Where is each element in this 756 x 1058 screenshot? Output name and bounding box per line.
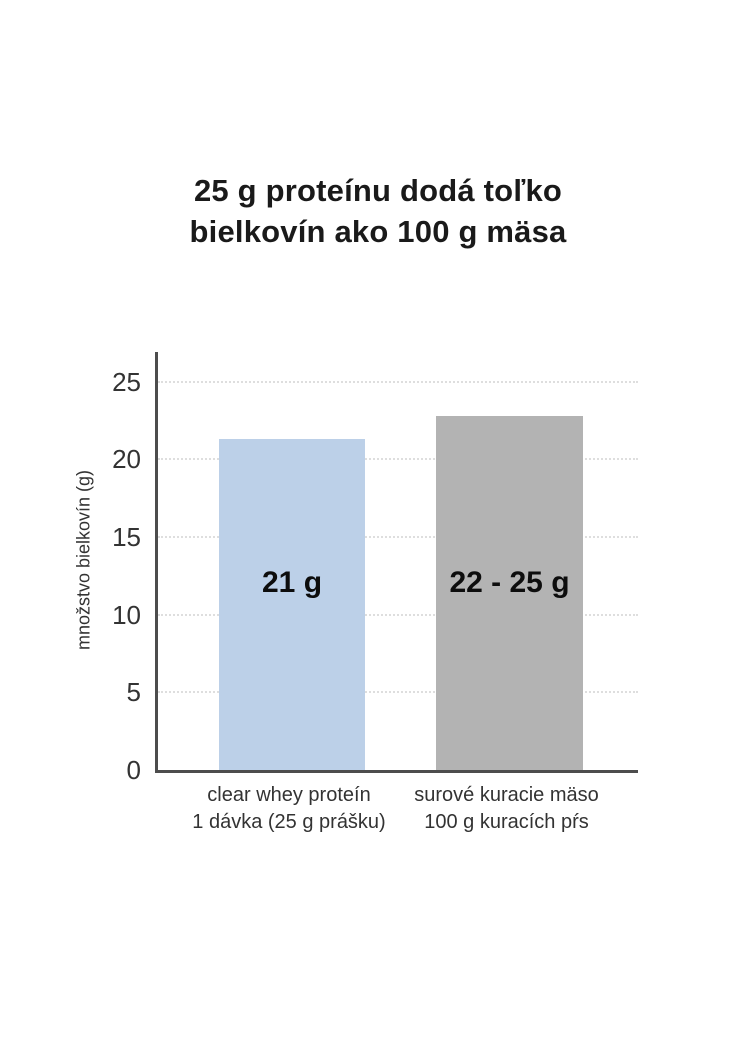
gridline: [158, 613, 638, 616]
x-category-label: clear whey proteín 1 dávka (25 g prášku): [192, 784, 386, 833]
x-category-label: surové kuracie mäso 100 g kuracích pŕs: [414, 784, 599, 833]
gridline: [158, 458, 638, 461]
bar-value-label: 21 g: [261, 566, 323, 599]
chart-title: 25 g proteínu dodá toľko bielkovín ako 1…: [189, 173, 567, 249]
gridline: [158, 691, 638, 694]
y-tick-label: 20: [112, 444, 141, 475]
gridline: [158, 535, 638, 538]
y-tick-label: 0: [126, 755, 141, 785]
bar: 21 g: [219, 439, 365, 770]
y-tick-label: 25: [112, 366, 141, 397]
y-tick-label: 15: [112, 521, 141, 552]
y-tick-label: 10: [112, 599, 141, 630]
plot-area: 21 g 22 - 25 g: [155, 352, 638, 773]
gridline: [158, 380, 638, 383]
bar: 22 - 25 g: [436, 416, 583, 770]
bar-value-label: 22 - 25 g: [449, 566, 570, 599]
y-tick-label: 5: [126, 677, 141, 708]
